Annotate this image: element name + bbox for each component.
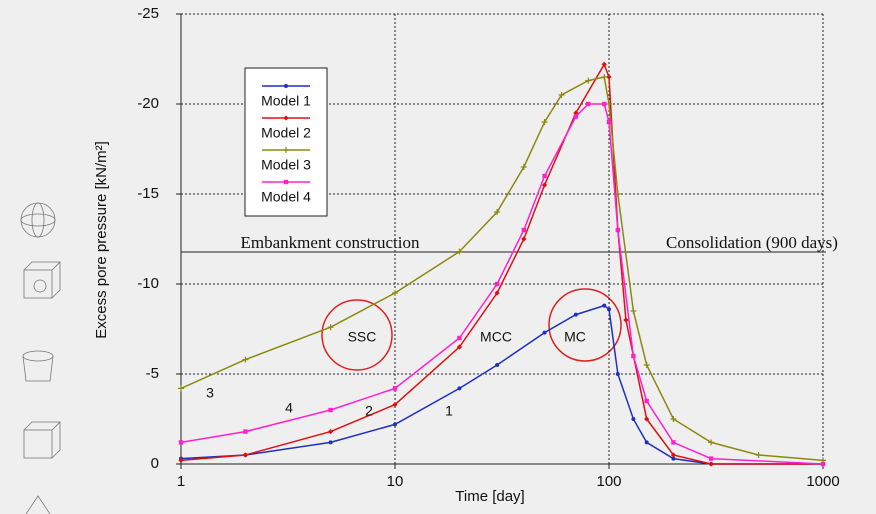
point [645,440,649,444]
point [630,308,636,314]
annotation: 1 [445,403,453,419]
x-axis-title: Time [day] [455,488,524,505]
x-tick-label: 10 [387,473,404,490]
point [623,317,628,322]
point [574,313,578,317]
y-tick-label: -10 [137,275,159,292]
point [607,120,611,124]
point [543,331,547,335]
point [586,102,590,106]
annotation: MCC [480,329,512,345]
point [284,180,288,184]
x-tick-label: 100 [596,473,621,490]
point [542,174,546,178]
point [328,408,332,412]
point [602,304,606,308]
point [243,452,248,457]
legend-label: Model 4 [261,189,311,205]
y-axis-title: Excess pore pressure [kN/m²] [93,141,110,339]
legend: Model 1 Model 2 Model 3 Model 4 [245,68,327,216]
point [756,452,762,458]
point [607,307,611,311]
point [328,324,334,330]
point [644,399,648,403]
legend-label: Model 3 [261,157,311,173]
point [284,84,288,88]
point [616,228,620,232]
point [457,336,461,340]
y-tick-label: -5 [146,365,159,382]
y-tick-label: -25 [137,5,159,22]
y-tick-label: -20 [137,95,159,112]
x-tick-label: 1000 [806,473,839,490]
annotation: 2 [365,403,373,419]
highlight-circle [549,289,621,361]
point [179,440,183,444]
point [328,429,333,434]
point [243,429,247,433]
point [542,182,547,187]
point [631,354,635,358]
point [821,462,825,466]
point [495,282,499,286]
annotation: Embankment construction [241,233,420,252]
chart: Time [day] Excess pore pressure [kN/m²] … [0,0,876,514]
annotation: MC [564,329,586,345]
model-icons [21,203,60,514]
point [709,461,714,466]
annotation: SSC [348,329,377,345]
point [616,372,620,376]
point [644,362,650,368]
point [631,417,635,421]
point [601,74,607,80]
point [178,385,184,391]
y-tick-label: -15 [137,185,159,202]
annotation: 3 [206,385,214,401]
point [393,422,397,426]
point [574,114,578,118]
point [602,102,606,106]
point [242,357,248,363]
point [585,78,591,84]
x-tick-label: 1 [177,473,185,490]
y-tick-label: 0 [151,455,159,472]
legend-label: Model 2 [261,125,311,141]
point [457,386,461,390]
point [671,440,675,444]
point [495,363,499,367]
annotation: Consolidation (900 days) [666,233,838,252]
point [522,228,526,232]
point [521,236,526,241]
point [329,440,333,444]
legend-label: Model 1 [261,93,311,109]
annotation: 4 [285,400,293,416]
point [709,456,713,460]
point [393,386,397,390]
